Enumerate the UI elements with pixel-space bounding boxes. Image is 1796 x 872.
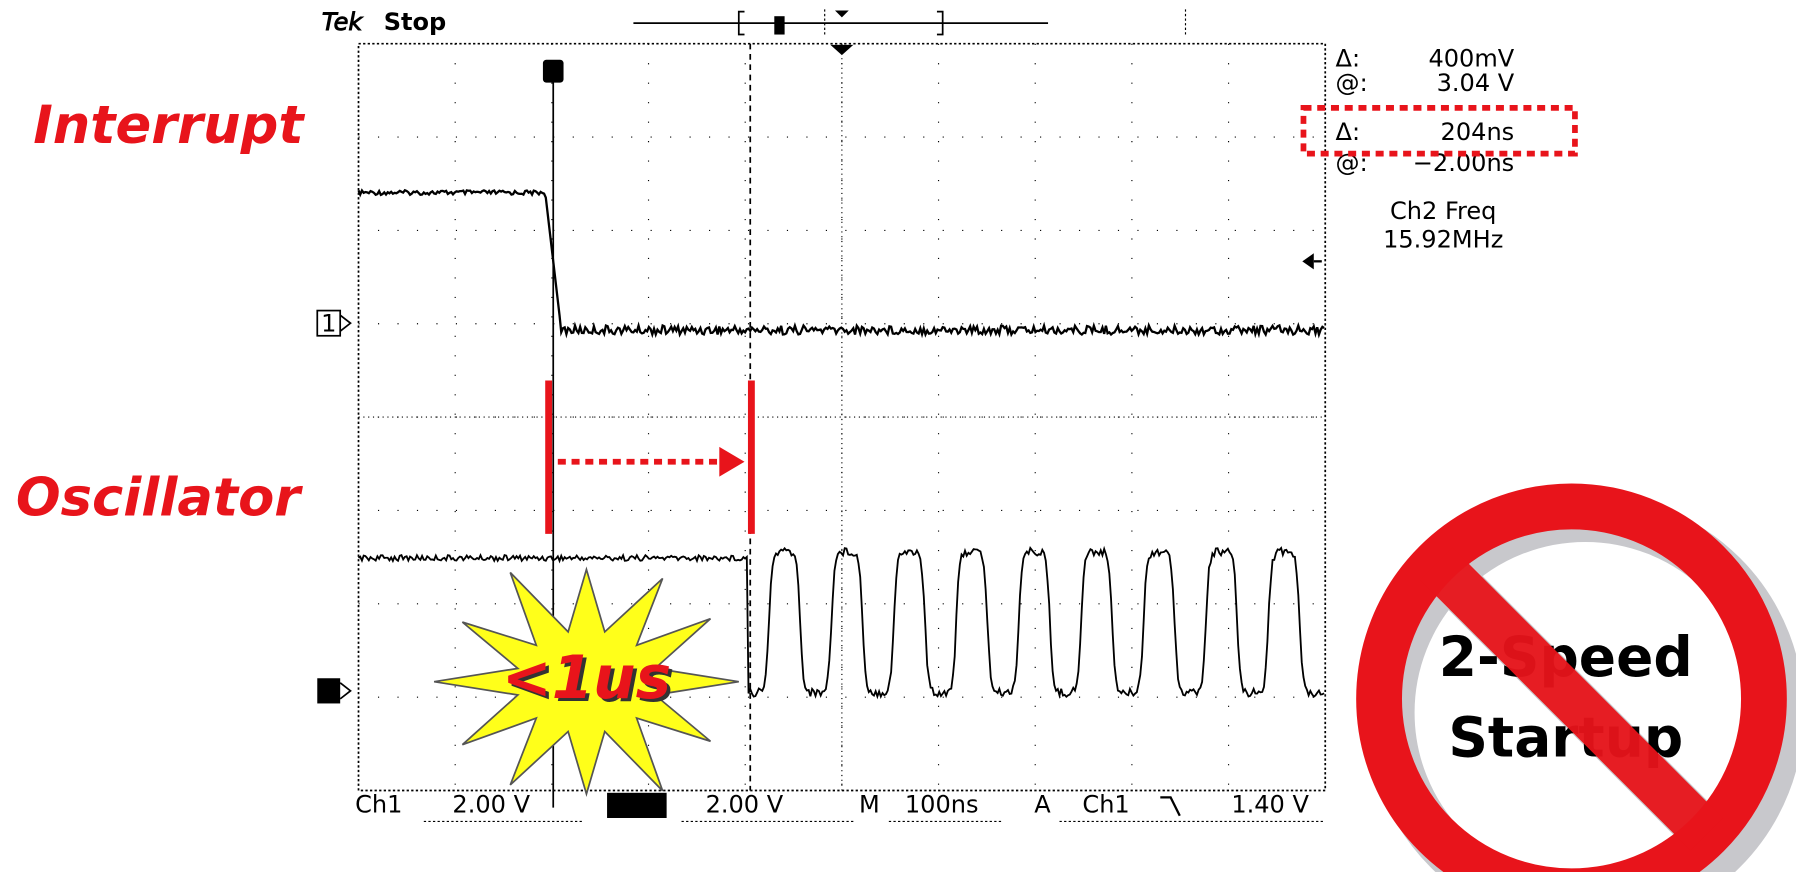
measurement-value: 15.92MHz — [1383, 226, 1503, 254]
record-position — [835, 10, 849, 18]
oscillator-label: Oscillator — [16, 467, 303, 528]
readout-value: 400mV — [1428, 45, 1514, 73]
trigger-level — [1302, 253, 1314, 270]
readout-symbol: @: — [1336, 69, 1368, 97]
callout: <1us — [502, 644, 671, 713]
status: Stop — [384, 8, 447, 36]
trigger-flag-label: T — [545, 56, 562, 84]
ch1-label: Ch1 — [355, 790, 402, 818]
badge-ring — [1356, 483, 1787, 872]
trigger-level: 1.40 V — [1231, 790, 1309, 818]
timebase-label: M — [859, 790, 880, 818]
ch2-marker-box — [317, 678, 341, 704]
ch2-scale: 2.00 V — [706, 790, 784, 818]
badge-slash — [1420, 547, 1723, 851]
ch1-marker: 1 — [321, 309, 336, 337]
ch2-marker-arrow — [339, 682, 352, 700]
delay-arrowhead — [719, 446, 745, 477]
ch2-marker: 2 — [321, 677, 336, 705]
ch1-scale: 2.00 V — [452, 790, 530, 818]
timebase: 100ns — [905, 790, 979, 818]
readout-value: 204ns — [1441, 118, 1515, 146]
highlight-box — [1300, 104, 1578, 157]
starburst — [433, 566, 739, 797]
record-trigger — [774, 16, 785, 35]
measurement-label: Ch2 Freq — [1390, 197, 1496, 225]
trigger-position — [830, 44, 854, 56]
ch2-waveform — [357, 545, 1325, 700]
readout-value: 3.04 V — [1437, 69, 1515, 97]
ch1-marker-box — [316, 309, 342, 337]
trigger-mode: A — [1034, 790, 1051, 818]
trigger-slope — [1160, 796, 1181, 817]
interrupt-label: Interrupt — [33, 95, 305, 156]
ch2-label-box — [607, 792, 667, 818]
ch1-marker-arrow — [339, 314, 352, 332]
record-bracket — [737, 10, 944, 36]
trigger-flag — [542, 59, 564, 83]
trigger-source: Ch1 — [1082, 790, 1129, 818]
readout-symbol: Δ: — [1336, 45, 1361, 73]
ch2-label: Ch2 — [612, 790, 664, 818]
ch1-waveform — [357, 188, 1325, 339]
readout-symbol: Δ: — [1336, 118, 1361, 146]
callout-shadow: <1us — [505, 647, 674, 716]
brand: Tek — [322, 8, 364, 36]
